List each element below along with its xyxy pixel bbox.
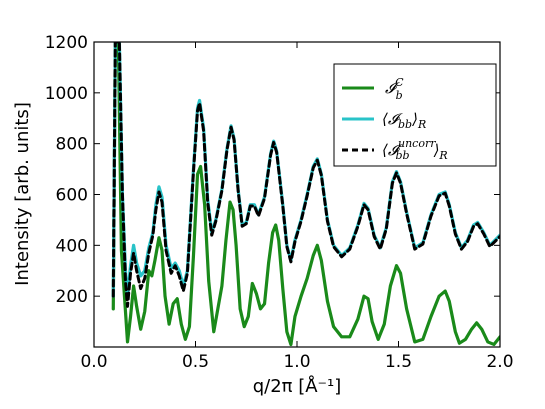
x-tick-label: 1.5 bbox=[385, 352, 412, 372]
x-axis-title: q/2π [Å⁻¹] bbox=[253, 375, 342, 397]
x-tick-label: 0.0 bbox=[80, 352, 107, 372]
y-axis-title: Intensity [arb. units] bbox=[12, 102, 33, 286]
y-tick-label: 800 bbox=[56, 135, 88, 155]
x-tick-label: 1.0 bbox=[283, 352, 310, 372]
axis-ticks: 0.0 0.5 1.0 1.5 2.0 200 400 600 800 1000 1200 bbox=[45, 33, 514, 372]
y-tick-label: 600 bbox=[56, 186, 88, 206]
series-line-icb bbox=[111, 42, 500, 347]
y-tick-label: 200 bbox=[56, 287, 88, 307]
y-tick-label: 1000 bbox=[45, 84, 88, 104]
legend: 𝓘C b ⟨𝓘bb⟩R ⟨𝓘uncorr bb ⟩R bbox=[333, 63, 497, 167]
legend-label-ibb-uncorr: ⟨𝓘uncorr bb ⟩R bbox=[382, 137, 448, 162]
y-tick-label: 1200 bbox=[45, 33, 88, 53]
legend-box bbox=[333, 63, 497, 167]
y-tick-label: 400 bbox=[56, 236, 88, 256]
legend-label-icb: 𝓘C b bbox=[385, 76, 404, 102]
legend-label-ibb: ⟨𝓘bb⟩R bbox=[382, 110, 426, 131]
x-tick-label: 0.5 bbox=[182, 352, 209, 372]
series-line-ibb-uncorr bbox=[111, 42, 500, 308]
x-tick-label: 2.0 bbox=[486, 352, 513, 372]
series-layer bbox=[111, 42, 500, 347]
